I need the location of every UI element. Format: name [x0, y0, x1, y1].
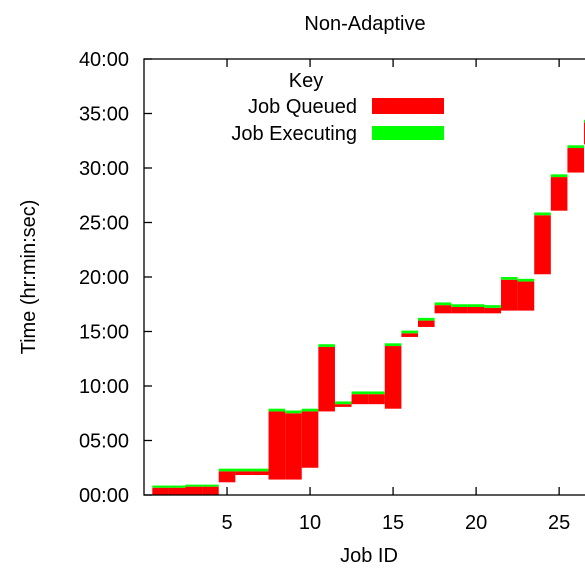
- bar-queued-job-19: [451, 306, 468, 314]
- x-axis-label: Job ID: [340, 545, 398, 567]
- bar-executing-job-15: [384, 343, 402, 347]
- bar-executing-job-26: [567, 145, 585, 149]
- bars-group: [152, 119, 585, 495]
- bar-executing-job-17: [417, 317, 435, 321]
- plot-frame: [143, 58, 585, 496]
- bar-queued-job-14: [368, 394, 385, 405]
- bar-executing-job-23: [517, 278, 535, 282]
- bar-queued-job-3: [185, 486, 203, 495]
- legend-label-job-executing: Job Executing: [231, 123, 357, 145]
- x-tick-label: 15: [382, 512, 404, 534]
- bar-executing-job-24: [534, 212, 551, 216]
- bar-queued-job-6: [235, 471, 252, 476]
- bar-queued-job-20: [467, 306, 485, 314]
- y-tick-label: 30:00: [79, 158, 129, 180]
- bar-executing-job-20: [467, 304, 485, 307]
- bar-executing-job-25: [550, 174, 568, 178]
- bar-queued-job-13: [351, 394, 369, 405]
- y-tick-label: 25:00: [79, 213, 129, 235]
- bar-executing-job-10: [301, 408, 319, 412]
- bar-queued-job-17: [417, 320, 435, 327]
- legend: Key Job Queued Job Executing: [231, 70, 444, 145]
- bar-queued-job-7: [251, 471, 269, 476]
- x-tick-label: 20: [465, 512, 487, 534]
- bar-queued-job-26: [567, 148, 585, 173]
- legend-swatch-job-queued: [372, 98, 444, 114]
- bar-queued-job-18: [434, 305, 452, 314]
- y-tick-label: 10:00: [79, 376, 129, 398]
- bar-executing-job-16: [401, 330, 418, 334]
- bar-queued-job-9: [285, 413, 302, 480]
- bar-executing-job-18: [434, 302, 452, 306]
- y-tick-label: 00:00: [79, 485, 129, 507]
- bar-queued-job-22: [501, 279, 518, 311]
- bar-executing-job-4: [202, 484, 219, 487]
- y-tick-label: 15:00: [79, 322, 129, 344]
- y-tick-label: 35:00: [79, 104, 129, 126]
- bar-queued-job-15: [384, 346, 402, 409]
- legend-title: Key: [289, 70, 323, 92]
- bar-executing-job-5: [218, 468, 236, 472]
- bar-queued-job-10: [301, 411, 319, 468]
- bar-executing-job-13: [351, 391, 369, 395]
- y-tick-label: 20:00: [79, 267, 129, 289]
- x-tick-label: 25: [548, 512, 570, 534]
- y-axis-label: Time (hr:min:sec): [18, 200, 40, 355]
- x-tick-label: 10: [299, 512, 321, 534]
- legend-swatch-job-executing: [372, 126, 444, 140]
- bar-executing-job-2: [168, 485, 186, 488]
- bar-queued-job-21: [484, 307, 502, 314]
- bar-queued-job-8: [268, 411, 286, 480]
- bar-executing-job-9: [285, 410, 302, 414]
- bar-executing-job-1: [152, 485, 169, 488]
- bar-queued-job-5: [218, 471, 236, 483]
- bar-queued-job-16: [401, 333, 418, 337]
- y-tick-label: 40:00: [79, 49, 129, 71]
- bar-queued-job-23: [517, 281, 535, 311]
- bar-executing-job-7: [251, 468, 269, 472]
- bar-queued-job-4: [202, 486, 219, 495]
- x-axis-ticks: 5 10 15 20 25: [221, 59, 570, 534]
- bar-executing-job-8: [268, 408, 286, 412]
- bar-queued-job-25: [550, 177, 568, 211]
- bar-executing-job-3: [185, 484, 203, 487]
- bar-executing-job-6: [235, 468, 252, 472]
- bar-executing-job-14: [368, 391, 385, 395]
- bar-queued-job-2: [168, 487, 186, 495]
- bar-executing-job-21: [484, 305, 502, 308]
- x-tick-label: 5: [221, 512, 232, 534]
- bar-executing-job-12: [334, 401, 352, 405]
- chart-title: Non-Adaptive: [304, 13, 425, 35]
- bar-executing-job-19: [451, 304, 468, 307]
- bar-queued-job-11: [318, 346, 335, 412]
- bar-queued-job-24: [534, 215, 551, 275]
- bar-executing-job-22: [501, 277, 518, 280]
- legend-label-job-queued: Job Queued: [248, 96, 357, 118]
- bar-executing-job-11: [318, 344, 335, 347]
- bar-queued-job-12: [334, 404, 352, 407]
- y-axis-ticks: 00:00 05:00 10:00 15:00 20:00 25:00 30:00 35:00…: [79, 49, 152, 507]
- y-tick-label: 05:00: [79, 431, 129, 453]
- bar-queued-job-1: [152, 487, 169, 495]
